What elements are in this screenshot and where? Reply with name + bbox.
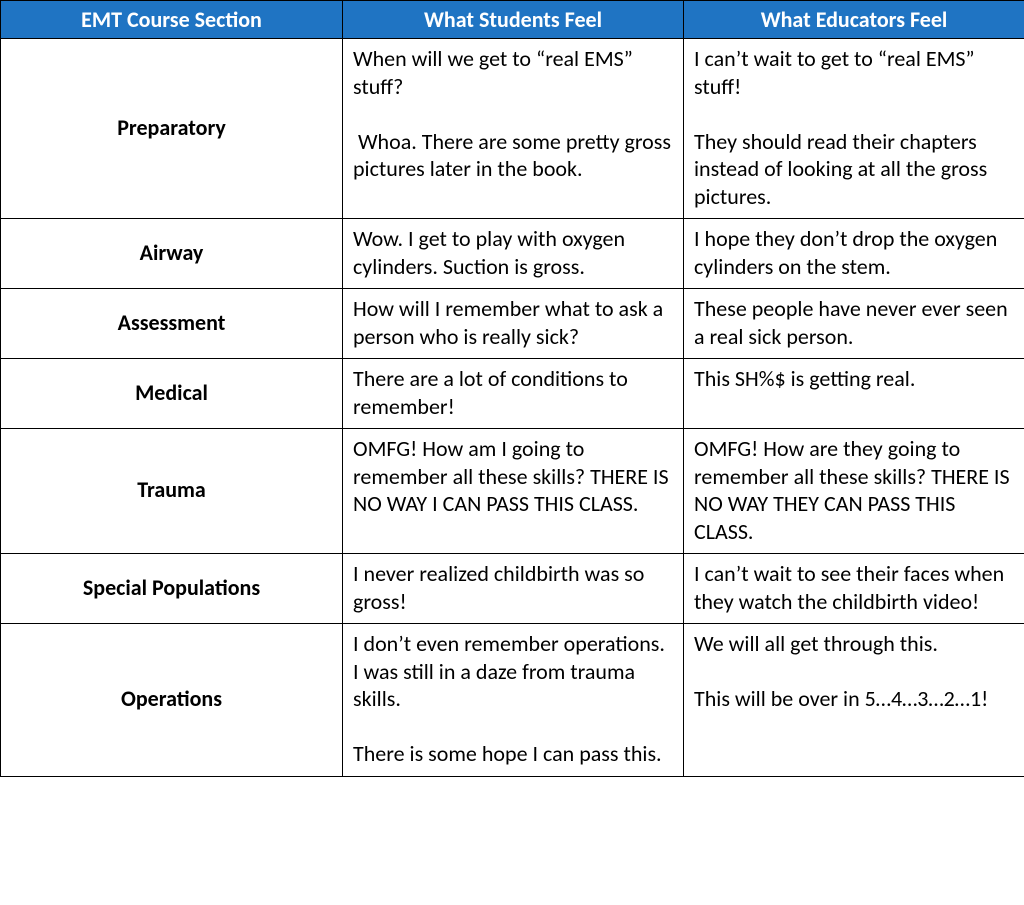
section-cell: Assessment (1, 289, 343, 359)
educators-cell: I can’t wait to see their faces when the… (684, 554, 1024, 624)
table-row: Special Populations I never realized chi… (1, 554, 1024, 624)
students-cell: I don’t even remember operations. I was … (343, 624, 684, 777)
section-cell: Operations (1, 624, 343, 777)
table-row: Preparatory When will we get to “real EM… (1, 39, 1024, 219)
table-row: Medical There are a lot of conditions to… (1, 359, 1024, 429)
students-cell: Wow. I get to play with oxygen cylinders… (343, 219, 684, 289)
emt-course-table: EMT Course Section What Students Feel Wh… (0, 0, 1024, 777)
students-cell: There are a lot of conditions to remembe… (343, 359, 684, 429)
section-cell: Airway (1, 219, 343, 289)
header-students: What Students Feel (343, 1, 684, 39)
educators-cell: These people have never ever seen a real… (684, 289, 1024, 359)
educators-cell: We will all get through this. This will … (684, 624, 1024, 777)
educators-cell: I can’t wait to get to “real EMS” stuff!… (684, 39, 1024, 219)
section-cell: Medical (1, 359, 343, 429)
section-cell: Preparatory (1, 39, 343, 219)
table-header-row: EMT Course Section What Students Feel Wh… (1, 1, 1024, 39)
header-educators: What Educators Feel (684, 1, 1024, 39)
table-row: Operations I don’t even remember operati… (1, 624, 1024, 777)
students-cell: I never realized childbirth was so gross… (343, 554, 684, 624)
educators-cell: I hope they don’t drop the oxygen cylind… (684, 219, 1024, 289)
educators-cell: OMFG! How are they going to remember all… (684, 429, 1024, 554)
students-cell: How will I remember what to ask a person… (343, 289, 684, 359)
section-cell: Special Populations (1, 554, 343, 624)
educators-cell: This SH%$ is getting real. (684, 359, 1024, 429)
header-section: EMT Course Section (1, 1, 343, 39)
students-cell: OMFG! How am I going to remember all the… (343, 429, 684, 554)
section-cell: Trauma (1, 429, 343, 554)
students-cell: When will we get to “real EMS” stuff? Wh… (343, 39, 684, 219)
table-row: Airway Wow. I get to play with oxygen cy… (1, 219, 1024, 289)
table-row: Assessment How will I remember what to a… (1, 289, 1024, 359)
table-row: Trauma OMFG! How am I going to remember … (1, 429, 1024, 554)
